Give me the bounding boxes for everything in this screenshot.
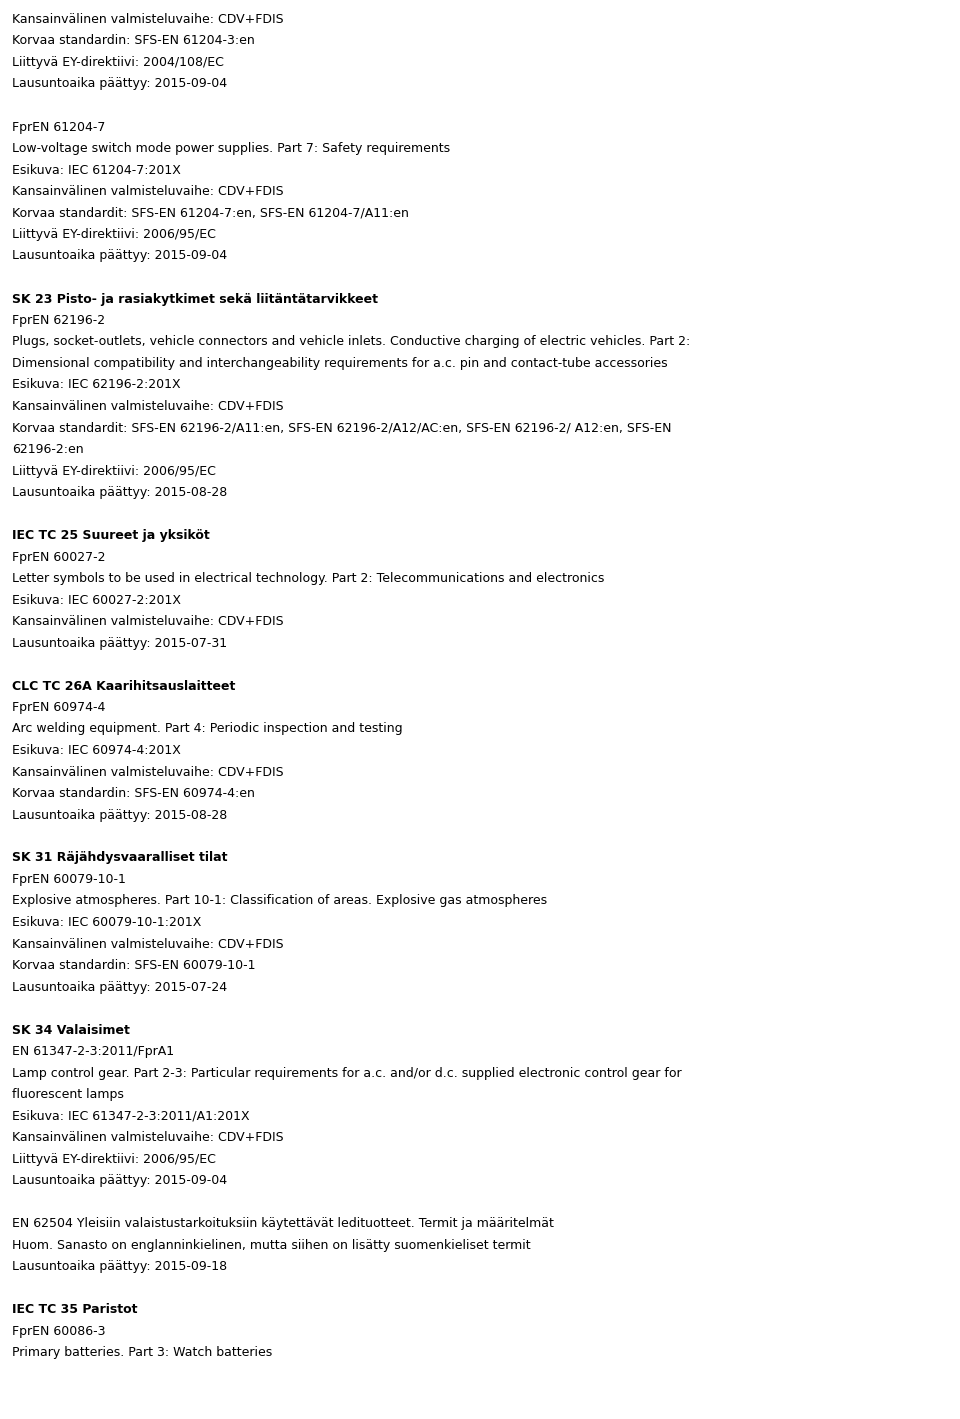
Text: SK 34 Valaisimet: SK 34 Valaisimet	[12, 1023, 130, 1036]
Text: Plugs, socket-outlets, vehicle connectors and vehicle inlets. Conductive chargin: Plugs, socket-outlets, vehicle connector…	[12, 335, 690, 349]
Text: SK 31 Räjähdysvaaralliset tilat: SK 31 Räjähdysvaaralliset tilat	[12, 851, 228, 864]
Text: Lausuntoaika päättyy: 2015-08-28: Lausuntoaika päättyy: 2015-08-28	[12, 485, 228, 499]
Text: Low-voltage switch mode power supplies. Part 7: Safety requirements: Low-voltage switch mode power supplies. …	[12, 142, 450, 155]
Text: FprEN 60079-10-1: FprEN 60079-10-1	[12, 873, 126, 885]
Text: Lausuntoaika päättyy: 2015-09-04: Lausuntoaika päättyy: 2015-09-04	[12, 1174, 228, 1188]
Text: FprEN 60086-3: FprEN 60086-3	[12, 1324, 106, 1338]
Text: Lausuntoaika päättyy: 2015-07-31: Lausuntoaika päättyy: 2015-07-31	[12, 637, 228, 650]
Text: Lamp control gear. Part 2-3: Particular requirements for a.c. and/or d.c. suppli: Lamp control gear. Part 2-3: Particular …	[12, 1067, 682, 1080]
Text: Esikuva: IEC 61204-7:201X: Esikuva: IEC 61204-7:201X	[12, 163, 180, 176]
Text: CLC TC 26A Kaarihitsauslaitteet: CLC TC 26A Kaarihitsauslaitteet	[12, 680, 235, 692]
Text: Liittyvä EY-direktiivi: 2006/95/EC: Liittyvä EY-direktiivi: 2006/95/EC	[12, 1152, 216, 1165]
Text: Esikuva: IEC 60079-10-1:201X: Esikuva: IEC 60079-10-1:201X	[12, 917, 202, 929]
Text: Korvaa standardin: SFS-EN 61204-3:en: Korvaa standardin: SFS-EN 61204-3:en	[12, 34, 254, 47]
Text: SK 23 Pisto- ja rasiakytkimet sekä liitäntätarvikkeet: SK 23 Pisto- ja rasiakytkimet sekä liitä…	[12, 292, 378, 305]
Text: Esikuva: IEC 61347-2-3:2011/A1:201X: Esikuva: IEC 61347-2-3:2011/A1:201X	[12, 1110, 250, 1122]
Text: FprEN 61204-7: FprEN 61204-7	[12, 121, 106, 133]
Text: Arc welding equipment. Part 4: Periodic inspection and testing: Arc welding equipment. Part 4: Periodic …	[12, 722, 402, 735]
Text: Lausuntoaika päättyy: 2015-09-04: Lausuntoaika päättyy: 2015-09-04	[12, 78, 228, 91]
Text: Liittyvä EY-direktiivi: 2004/108/EC: Liittyvä EY-direktiivi: 2004/108/EC	[12, 55, 224, 70]
Text: Kansainvälinen valmisteluvaihe: CDV+FDIS: Kansainvälinen valmisteluvaihe: CDV+FDIS	[12, 765, 283, 779]
Text: Korvaa standardin: SFS-EN 60974-4:en: Korvaa standardin: SFS-EN 60974-4:en	[12, 788, 254, 800]
Text: FprEN 60974-4: FprEN 60974-4	[12, 701, 106, 714]
Text: Liittyvä EY-direktiivi: 2006/95/EC: Liittyvä EY-direktiivi: 2006/95/EC	[12, 228, 216, 241]
Text: Huom. Sanasto on englanninkielinen, mutta siihen on lisätty suomenkieliset termi: Huom. Sanasto on englanninkielinen, mutt…	[12, 1239, 531, 1252]
Text: Esikuva: IEC 62196-2:201X: Esikuva: IEC 62196-2:201X	[12, 379, 180, 392]
Text: Kansainvälinen valmisteluvaihe: CDV+FDIS: Kansainvälinen valmisteluvaihe: CDV+FDIS	[12, 614, 283, 629]
Text: fluorescent lamps: fluorescent lamps	[12, 1088, 124, 1101]
Text: Kansainvälinen valmisteluvaihe: CDV+FDIS: Kansainvälinen valmisteluvaihe: CDV+FDIS	[12, 184, 283, 199]
Text: IEC TC 35 Paristot: IEC TC 35 Paristot	[12, 1303, 137, 1315]
Text: Letter symbols to be used in electrical technology. Part 2: Telecommunications a: Letter symbols to be used in electrical …	[12, 572, 605, 585]
Text: Lausuntoaika päättyy: 2015-09-18: Lausuntoaika päättyy: 2015-09-18	[12, 1260, 228, 1273]
Text: 62196-2:en: 62196-2:en	[12, 443, 84, 455]
Text: Lausuntoaika päättyy: 2015-09-04: Lausuntoaika päättyy: 2015-09-04	[12, 250, 228, 263]
Text: FprEN 62196-2: FprEN 62196-2	[12, 314, 106, 326]
Text: Lausuntoaika päättyy: 2015-07-24: Lausuntoaika päättyy: 2015-07-24	[12, 981, 228, 993]
Text: Korvaa standardin: SFS-EN 60079-10-1: Korvaa standardin: SFS-EN 60079-10-1	[12, 959, 255, 972]
Text: Lausuntoaika päättyy: 2015-08-28: Lausuntoaika päättyy: 2015-08-28	[12, 809, 228, 822]
Text: EN 62504 Yleisiin valaistustarkoituksiin käytettävät ledituotteet. Termit ja mää: EN 62504 Yleisiin valaistustarkoituksiin…	[12, 1218, 554, 1230]
Text: Korvaa standardit: SFS-EN 62196-2/A11:en, SFS-EN 62196-2/A12/AC:en, SFS-EN 62196: Korvaa standardit: SFS-EN 62196-2/A11:en…	[12, 421, 671, 434]
Text: Kansainvälinen valmisteluvaihe: CDV+FDIS: Kansainvälinen valmisteluvaihe: CDV+FDIS	[12, 400, 283, 413]
Text: Esikuva: IEC 60027-2:201X: Esikuva: IEC 60027-2:201X	[12, 593, 181, 606]
Text: Primary batteries. Part 3: Watch batteries: Primary batteries. Part 3: Watch batteri…	[12, 1347, 273, 1359]
Text: Kansainvälinen valmisteluvaihe: CDV+FDIS: Kansainvälinen valmisteluvaihe: CDV+FDIS	[12, 13, 283, 26]
Text: IEC TC 25 Suureet ja yksiköt: IEC TC 25 Suureet ja yksiköt	[12, 529, 209, 542]
Text: Explosive atmospheres. Part 10-1: Classification of areas. Explosive gas atmosph: Explosive atmospheres. Part 10-1: Classi…	[12, 894, 547, 908]
Text: Liittyvä EY-direktiivi: 2006/95/EC: Liittyvä EY-direktiivi: 2006/95/EC	[12, 464, 216, 478]
Text: Kansainvälinen valmisteluvaihe: CDV+FDIS: Kansainvälinen valmisteluvaihe: CDV+FDIS	[12, 1131, 283, 1144]
Text: Korvaa standardit: SFS-EN 61204-7:en, SFS-EN 61204-7/A11:en: Korvaa standardit: SFS-EN 61204-7:en, SF…	[12, 207, 409, 220]
Text: Esikuva: IEC 60974-4:201X: Esikuva: IEC 60974-4:201X	[12, 744, 180, 756]
Text: Dimensional compatibility and interchangeability requirements for a.c. pin and c: Dimensional compatibility and interchang…	[12, 358, 667, 370]
Text: EN 61347-2-3:2011/FprA1: EN 61347-2-3:2011/FprA1	[12, 1044, 174, 1059]
Text: Kansainvälinen valmisteluvaihe: CDV+FDIS: Kansainvälinen valmisteluvaihe: CDV+FDIS	[12, 938, 283, 951]
Text: FprEN 60027-2: FprEN 60027-2	[12, 551, 106, 563]
